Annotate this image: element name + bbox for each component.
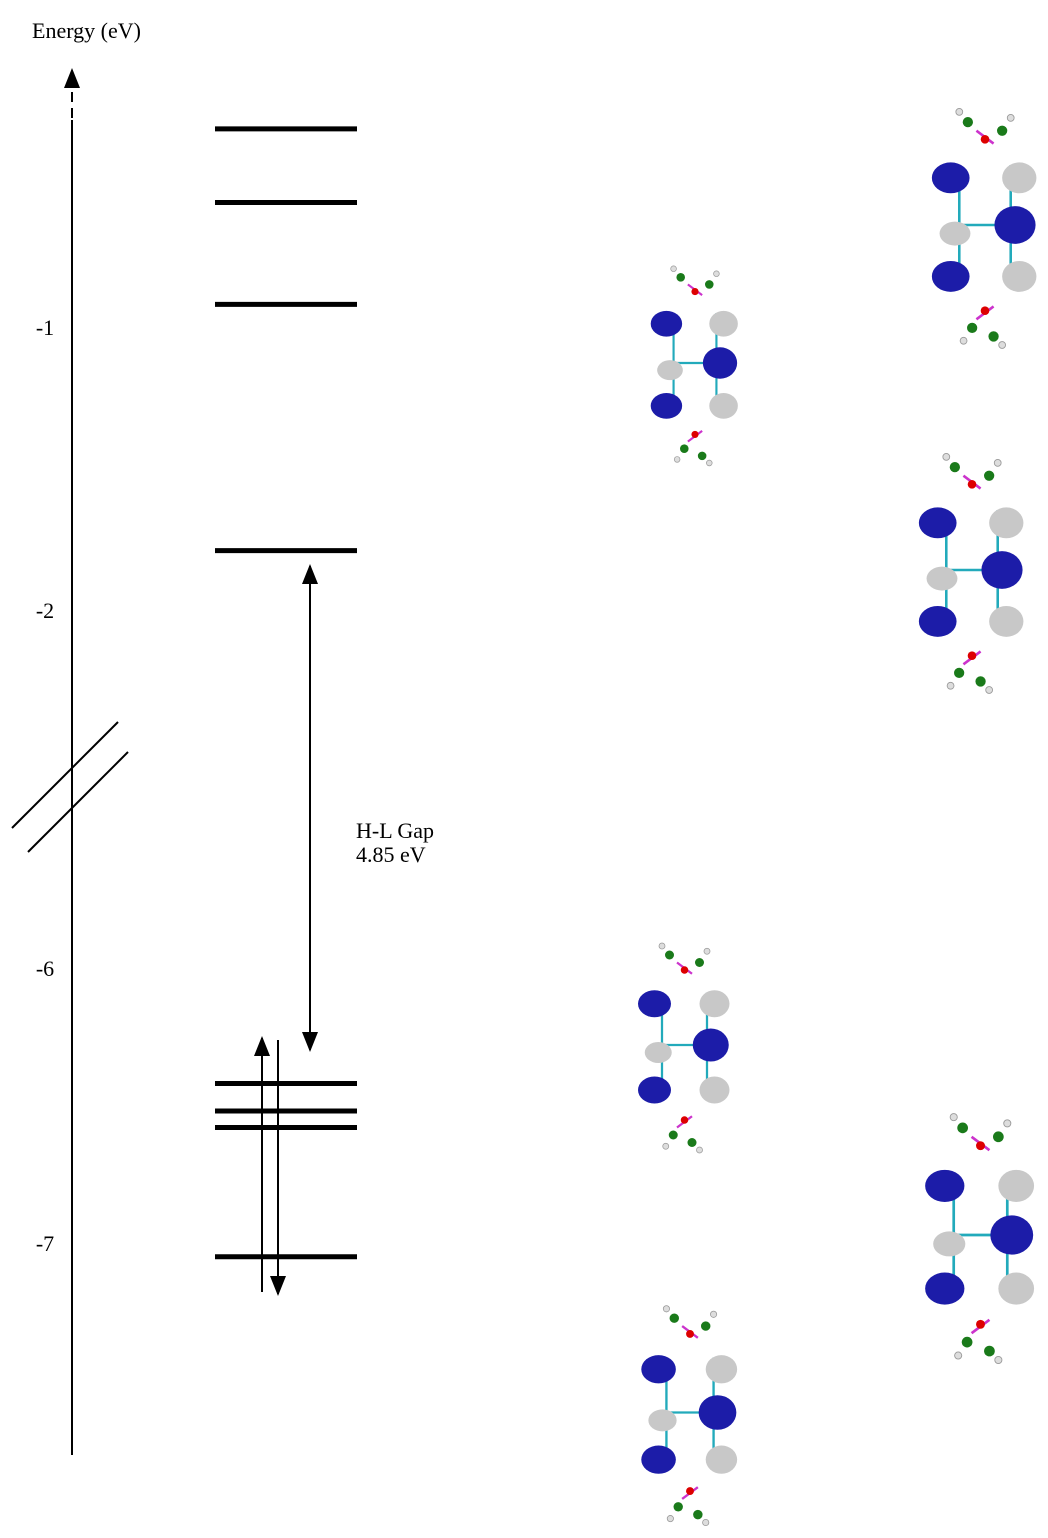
axis <box>12 70 128 1455</box>
arrows <box>262 566 310 1294</box>
orbital-image <box>651 266 738 466</box>
tick-labels: -1 -2 -6 -7 <box>36 315 54 1256</box>
orbital-image <box>638 943 730 1153</box>
levels <box>215 129 357 1257</box>
axis-label: Energy (eV) <box>32 18 141 43</box>
tick-label: -7 <box>36 1231 54 1256</box>
orbitals <box>638 108 1036 1525</box>
tick-label: -6 <box>36 956 54 981</box>
gap-label: H-L Gap <box>356 818 434 843</box>
energy-diagram: Energy (eV) -1 -2 -6 -7 H-L Gap 4.85 eV <box>0 0 1048 1538</box>
orbital-image <box>932 108 1037 348</box>
orbital-image <box>641 1306 737 1526</box>
break-mark <box>12 722 118 828</box>
tick-label: -2 <box>36 598 54 623</box>
tick-label: -1 <box>36 315 54 340</box>
orbital-image <box>925 1114 1034 1364</box>
break-mark <box>28 752 128 852</box>
gap-value: 4.85 eV <box>356 842 426 867</box>
orbital-image <box>919 453 1024 693</box>
